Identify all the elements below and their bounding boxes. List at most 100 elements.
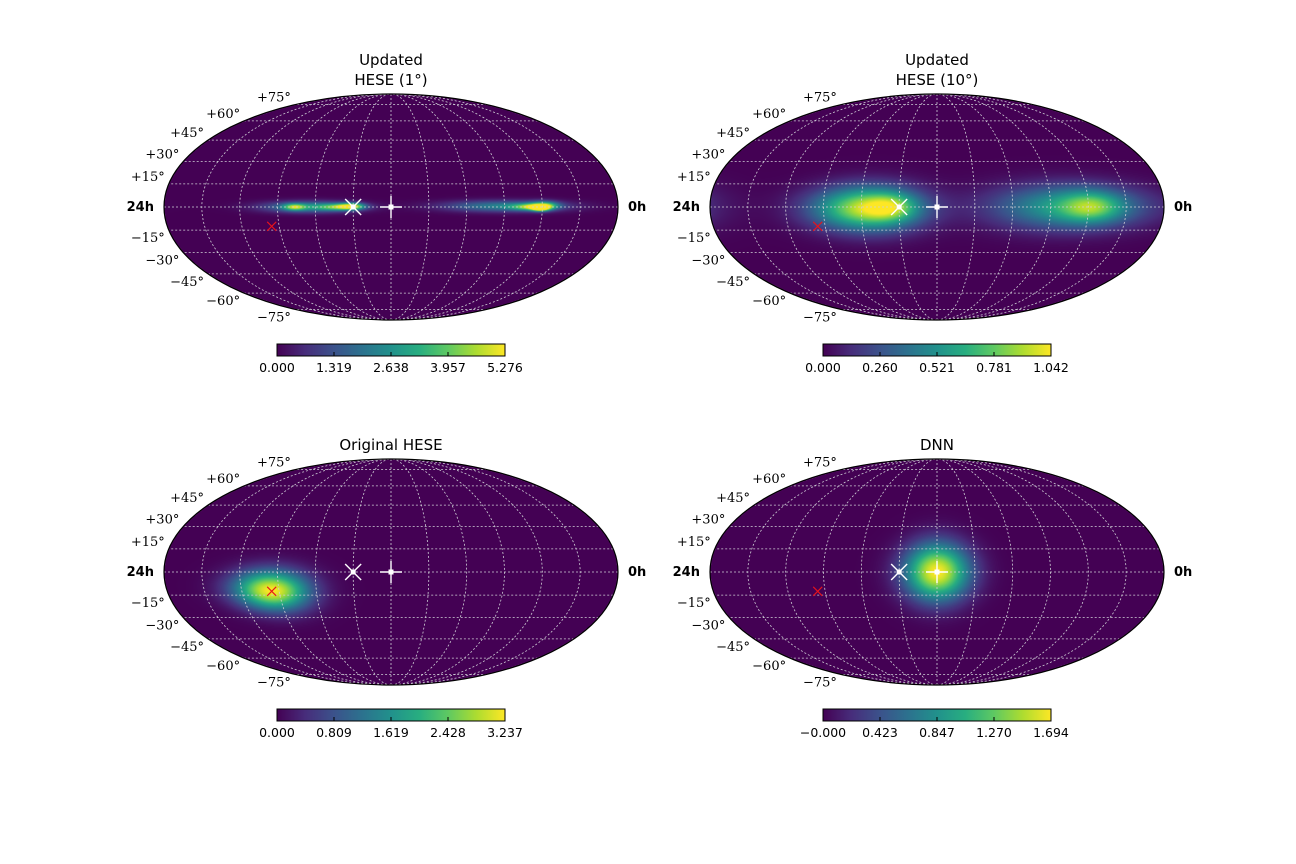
colorbar: 0.000 0.260 0.521 0.781 1.042 (805, 343, 1069, 375)
ra-label-0h: 0h (1174, 200, 1192, 215)
meridian-line (936, 459, 1127, 685)
colorbar-tick-label: 1.319 (316, 360, 352, 375)
meridian-line (823, 459, 938, 685)
lat-tick-label: +60° (206, 472, 240, 487)
meridian-line (201, 459, 392, 685)
meridian-line (936, 94, 1127, 320)
colorbar-tick-label: 0.000 (259, 360, 295, 375)
ra-label-0h: 0h (628, 200, 646, 215)
red-x-marker (266, 221, 277, 232)
lat-tick-label: −45° (716, 275, 750, 290)
lat-tick-label: +45° (170, 126, 204, 141)
meridian-line (785, 459, 938, 685)
lat-tick-label: +15° (677, 170, 711, 185)
meridian-line (936, 459, 1089, 685)
meridian-line (390, 459, 468, 685)
meridian-line (860, 459, 938, 685)
colorbar-tick-label: −0.000 (800, 725, 846, 740)
colorbar-tick-label: 0.809 (316, 725, 352, 740)
lat-tick-label: −75° (803, 675, 837, 690)
white-x-marker (344, 563, 362, 581)
lat-tick-label: −30° (691, 254, 725, 269)
colorbar-tick-label: 0.260 (862, 360, 898, 375)
lat-tick-label: +45° (170, 491, 204, 506)
panel-title: HESE (10°) (896, 71, 979, 89)
meridian-line (747, 94, 938, 320)
ra-label-0h: 0h (1174, 565, 1192, 580)
map-outline (163, 93, 619, 321)
meridian-line (390, 459, 505, 685)
meridian-line (936, 94, 1014, 320)
meridian-line (201, 94, 392, 320)
lat-tick-label: +30° (691, 147, 725, 162)
colorbar: 0.000 1.319 2.638 3.957 5.276 (259, 343, 523, 375)
ra-label-24h: 24h (127, 200, 154, 215)
lat-tick-label: −75° (257, 675, 291, 690)
lat-tick-label: +60° (752, 107, 786, 122)
colorbar-tick-label: 0.000 (259, 725, 295, 740)
lat-tick-label: +75° (257, 456, 291, 471)
meridian-line (239, 94, 392, 320)
white-plus-marker (380, 196, 402, 218)
lat-tick-label: −45° (170, 275, 204, 290)
panel-title: HESE (1°) (354, 71, 427, 89)
lat-tick-label: +75° (803, 456, 837, 471)
lat-tick-label: −60° (206, 294, 240, 309)
colorbar-tick-label: 0.847 (919, 725, 955, 740)
meridian-line (390, 94, 468, 320)
red-x-marker (266, 586, 277, 597)
meridian-line (390, 94, 430, 320)
lat-tick-label: −75° (803, 310, 837, 325)
lat-tick-label: +60° (752, 472, 786, 487)
colorbar-tick-label: 1.619 (373, 725, 409, 740)
graticule (710, 459, 1164, 685)
lat-tick-label: −45° (170, 640, 204, 655)
lat-tick-label: −60° (206, 659, 240, 674)
skymap-panel-2: +75° +60°+45° +30° +15° −15° −30° −45°−60° −75°… (673, 51, 1193, 375)
colorbar-tick-label: 2.428 (430, 725, 466, 740)
lat-tick-label: +45° (716, 126, 750, 141)
ra-label-24h: 24h (673, 200, 700, 215)
meridian-line (936, 459, 1051, 685)
red-x-marker (812, 586, 823, 597)
ra-label-24h: 24h (673, 565, 700, 580)
lat-tick-label: +30° (145, 147, 179, 162)
meridian-line (823, 94, 938, 320)
panel-title: Updated (905, 51, 969, 69)
colorbar-tick-label: 3.237 (487, 725, 523, 740)
meridian-line (239, 459, 392, 685)
colorbar-tick-label: 1.270 (976, 725, 1012, 740)
lat-tick-label: +30° (691, 512, 725, 527)
skymap-panel-3: +75° +60°+45° +30° +15° −15° −30° −45°−60° −75°… (127, 436, 647, 740)
meridian-line (936, 94, 1089, 320)
lat-tick-label: −15° (677, 596, 711, 611)
lat-tick-label: +15° (131, 170, 165, 185)
map-outline (709, 458, 1165, 686)
meridian-line (936, 459, 1014, 685)
colorbar-tick-label: 5.276 (487, 360, 523, 375)
white-x-marker (890, 563, 908, 581)
lat-tick-label: −15° (131, 596, 165, 611)
lat-tick-label: −45° (716, 640, 750, 655)
map-outline (163, 458, 619, 686)
colorbar-tick-label: 1.042 (1033, 360, 1069, 375)
meridian-line (390, 459, 430, 685)
lat-tick-label: −30° (691, 619, 725, 634)
colorbar-tick-label: 0.521 (919, 360, 955, 375)
colorbar-tick-label: 1.694 (1033, 725, 1069, 740)
white-x-marker (344, 198, 362, 216)
skymap-panel-4: +75° +60°+45° +30° +15° −15° −30° −45°−60° −75°… (673, 436, 1193, 740)
colorbar: −0.000 0.423 0.847 1.270 1.694 (800, 708, 1069, 740)
lat-tick-label: +15° (677, 535, 711, 550)
meridian-line (390, 94, 543, 320)
white-plus-marker (926, 561, 948, 583)
lat-tick-label: +75° (257, 91, 291, 106)
meridian-line (390, 459, 543, 685)
colorbar-tick-label: 2.638 (373, 360, 409, 375)
lat-tick-label: +45° (716, 491, 750, 506)
colorbar-tick-label: 3.957 (430, 360, 466, 375)
colorbar: 0.000 0.809 1.619 2.428 3.237 (259, 708, 523, 740)
panel-title: Updated (359, 51, 423, 69)
colorbar-tick-label: 0.781 (976, 360, 1012, 375)
